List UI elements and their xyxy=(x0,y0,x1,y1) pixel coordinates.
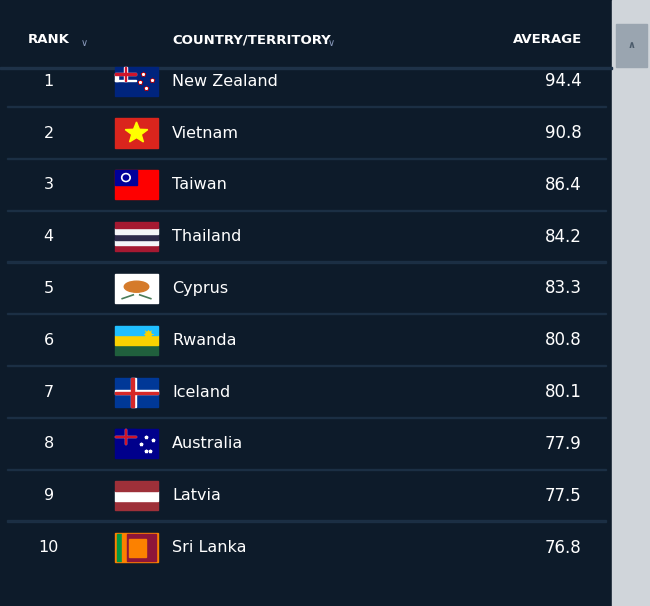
Text: 80.8: 80.8 xyxy=(545,331,582,349)
Bar xyxy=(125,429,126,444)
Bar xyxy=(6,468,606,470)
Ellipse shape xyxy=(124,281,149,292)
Text: Australia: Australia xyxy=(172,436,244,451)
Text: ∨: ∨ xyxy=(328,38,335,48)
Text: Taiwan: Taiwan xyxy=(172,178,227,192)
Text: 9: 9 xyxy=(44,488,54,503)
Bar xyxy=(612,0,650,606)
Bar xyxy=(116,228,157,234)
Bar xyxy=(116,491,157,501)
Text: 76.8: 76.8 xyxy=(545,539,582,556)
Bar xyxy=(6,313,606,315)
Bar xyxy=(116,501,157,510)
Text: Cyprus: Cyprus xyxy=(172,281,228,296)
Bar xyxy=(116,274,157,303)
Bar xyxy=(124,67,127,81)
Text: 77.5: 77.5 xyxy=(545,487,582,505)
Bar xyxy=(116,73,136,75)
Text: 90.8: 90.8 xyxy=(545,124,582,142)
Bar xyxy=(6,210,606,211)
Bar xyxy=(116,391,157,394)
Bar xyxy=(122,533,127,562)
Bar xyxy=(116,222,157,228)
Bar xyxy=(116,533,122,562)
Bar xyxy=(129,539,146,558)
Text: Thailand: Thailand xyxy=(172,229,242,244)
Bar xyxy=(116,245,157,251)
Text: 1: 1 xyxy=(44,74,54,88)
Circle shape xyxy=(124,175,129,180)
Bar xyxy=(116,326,157,336)
Text: 8: 8 xyxy=(44,436,54,451)
Bar xyxy=(116,429,157,459)
Bar xyxy=(6,261,606,262)
Text: 6: 6 xyxy=(44,333,54,348)
Text: ∨: ∨ xyxy=(81,38,88,48)
Bar xyxy=(116,80,136,81)
Text: ∧: ∧ xyxy=(627,41,635,50)
Text: 80.1: 80.1 xyxy=(545,383,582,401)
Bar xyxy=(131,378,136,407)
Text: 84.2: 84.2 xyxy=(545,228,582,245)
Bar xyxy=(116,119,157,148)
Text: 2: 2 xyxy=(44,125,54,141)
Bar xyxy=(116,429,136,444)
Bar xyxy=(116,67,157,96)
Text: Rwanda: Rwanda xyxy=(172,333,237,348)
Bar xyxy=(116,234,157,239)
Text: New Zealand: New Zealand xyxy=(172,74,278,88)
Text: COUNTRY/TERRITORY: COUNTRY/TERRITORY xyxy=(172,33,331,47)
Bar xyxy=(6,158,606,159)
Bar xyxy=(616,24,647,67)
Bar xyxy=(131,378,134,407)
Text: Vietnam: Vietnam xyxy=(172,125,239,141)
Bar xyxy=(116,436,136,437)
Bar xyxy=(0,67,612,69)
Bar xyxy=(116,336,157,345)
Bar xyxy=(116,73,136,75)
Polygon shape xyxy=(125,122,148,142)
Text: 94.4: 94.4 xyxy=(545,72,582,90)
Bar xyxy=(116,239,157,245)
Text: 86.4: 86.4 xyxy=(545,176,582,194)
Text: 77.9: 77.9 xyxy=(545,435,582,453)
Text: Sri Lanka: Sri Lanka xyxy=(172,540,247,555)
Bar xyxy=(6,365,606,366)
Text: Latvia: Latvia xyxy=(172,488,221,503)
Bar xyxy=(116,481,157,491)
Bar xyxy=(116,74,118,81)
Bar xyxy=(116,533,157,562)
Text: 10: 10 xyxy=(38,540,59,555)
Bar xyxy=(6,106,606,107)
Circle shape xyxy=(122,173,130,182)
Text: 7: 7 xyxy=(44,385,54,399)
Text: 4: 4 xyxy=(44,229,54,244)
Text: 3: 3 xyxy=(44,178,54,192)
Text: AVERAGE: AVERAGE xyxy=(512,33,582,47)
Bar xyxy=(125,67,126,81)
Bar xyxy=(125,429,126,444)
Bar xyxy=(116,170,136,185)
Bar xyxy=(127,533,157,562)
Text: 83.3: 83.3 xyxy=(545,279,582,298)
Text: Iceland: Iceland xyxy=(172,385,231,399)
Bar xyxy=(116,170,157,199)
Bar xyxy=(6,417,606,418)
Bar xyxy=(116,390,157,395)
Text: RANK: RANK xyxy=(28,33,70,47)
Bar xyxy=(116,345,157,355)
Text: 5: 5 xyxy=(44,281,54,296)
Bar xyxy=(116,378,157,407)
Bar xyxy=(6,521,606,522)
